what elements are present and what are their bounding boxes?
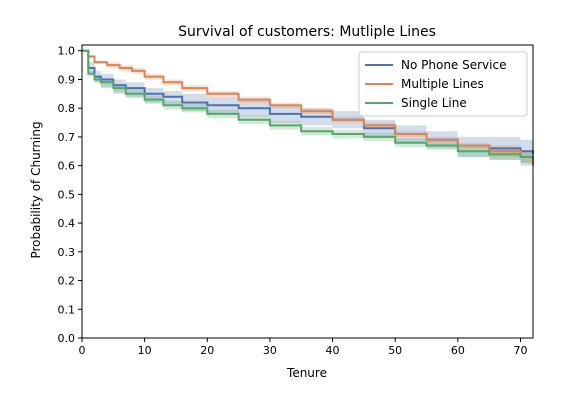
x-tick-label-1: 10 [138, 344, 152, 357]
plot-area: 0 10 20 30 40 50 60 70 0.0 0.1 0.2 0.3 0.4 0.5 0.6 0.7 0… [58, 44, 534, 357]
y-tick-label-7: 0.7 [58, 131, 76, 144]
confidence-band-2 [82, 50, 533, 166]
y-tick-label-0: 0.0 [58, 332, 76, 345]
legend: No Phone Service Multiple Lines Single Lin… [358, 51, 528, 117]
y-tick-label-6: 0.6 [58, 160, 76, 173]
survival-line-2 [82, 49, 534, 160]
legend-label-2: Single Line [401, 96, 467, 110]
x-tick-label-5: 50 [388, 344, 402, 357]
x-tick-label-4: 40 [326, 344, 340, 357]
y-tick-label-9: 0.9 [58, 73, 76, 86]
y-tick-label-3: 0.3 [58, 246, 76, 259]
plot-frame [81, 44, 534, 339]
x-axis-title: Tenure [286, 366, 327, 380]
legend-frame [358, 51, 528, 117]
y-tick-label-5: 0.5 [58, 188, 76, 201]
y-tick-label-4: 0.4 [58, 217, 76, 230]
y-tick-label-8: 0.8 [58, 102, 76, 115]
x-tick-label-0: 0 [79, 344, 86, 357]
y-tick-label-10: 1.0 [58, 45, 76, 58]
chart-title: Survival of customers: Mutliple Lines [178, 24, 436, 40]
x-tick-label-6: 60 [451, 344, 465, 357]
x-tick-label-2: 20 [200, 344, 214, 357]
survival-line-1 [82, 49, 534, 166]
x-tick-label-7: 70 [513, 344, 527, 357]
legend-label-0: No Phone Service [401, 58, 506, 72]
y-tick-label-2: 0.2 [58, 275, 76, 288]
confidence-band-0 [82, 50, 533, 169]
y-tick-label-1: 0.1 [58, 303, 76, 316]
x-tick-label-3: 30 [263, 344, 277, 357]
legend-label-1: Multiple Lines [401, 77, 484, 91]
y-axis-title: Probability of Churning [29, 121, 43, 258]
